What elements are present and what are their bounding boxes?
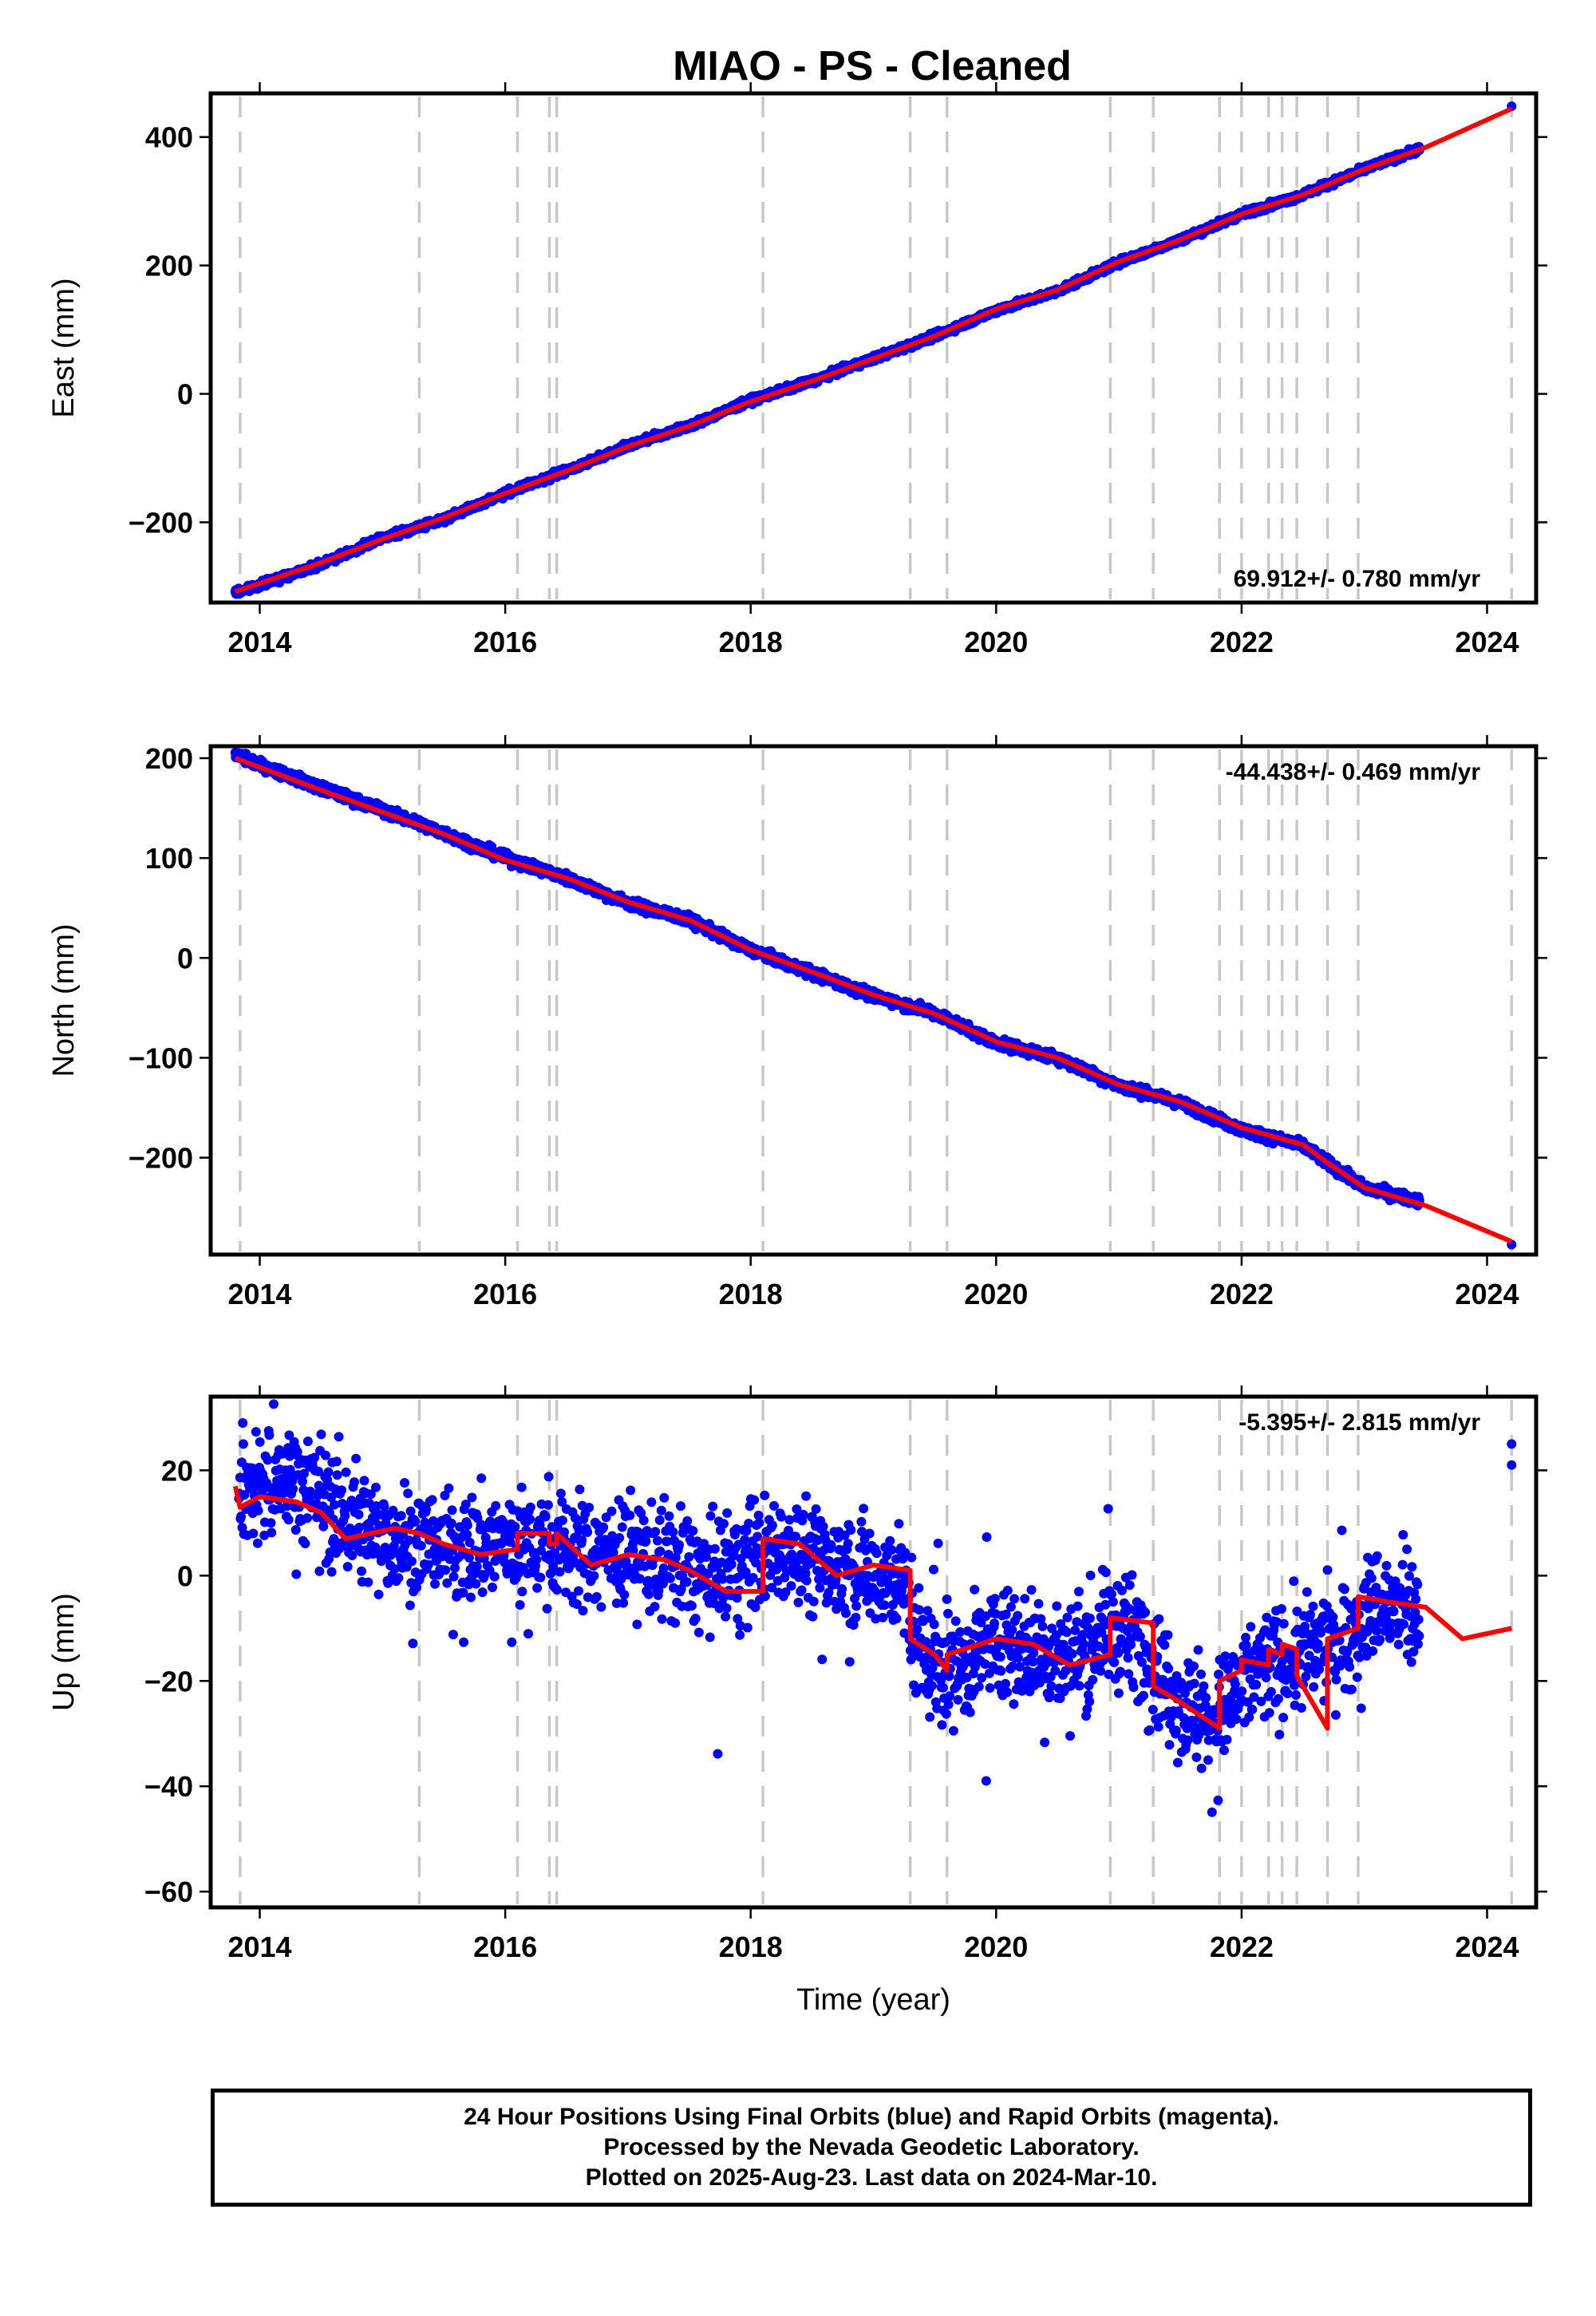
x-tick-label: 2020 xyxy=(964,626,1028,658)
x-tick-label: 2024 xyxy=(1455,626,1519,658)
x-tick-label: 2018 xyxy=(719,626,783,658)
north-data-points xyxy=(230,748,1517,1250)
x-tick-label: 2016 xyxy=(473,626,537,658)
chart-title: MIAO - PS - Cleaned xyxy=(673,43,1072,89)
east-model-fit-line xyxy=(234,106,1513,595)
x-tick-label: 2022 xyxy=(1210,626,1274,658)
panel-east: 2014 2016 2018 2020 2022 2024 −200 0 200 400 East … xyxy=(47,82,1547,658)
y-tick-label: 0 xyxy=(177,378,193,411)
east-y-axis-label: East (mm) xyxy=(47,278,81,417)
y-tick-label: −200 xyxy=(128,506,193,539)
panel-north: 2014 2016 2018 2020 2022 2024−200−1000100200N… xyxy=(47,735,1547,1310)
x-tick-label: 2014 xyxy=(227,626,291,658)
y-tick-label: 200 xyxy=(145,250,193,283)
y-tick-label: 400 xyxy=(145,121,193,154)
east-rate-label: 69.912+/- 0.780 mm/yr xyxy=(1234,566,1481,592)
plot-frame xyxy=(208,91,1539,605)
